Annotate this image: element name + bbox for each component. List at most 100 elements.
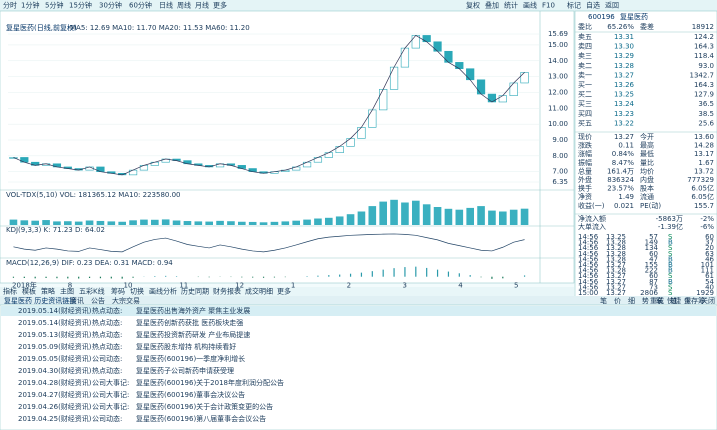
news-type[interactable]: 公司大事记:	[92, 390, 129, 399]
news-tab[interactable]: 大宗交易	[112, 296, 140, 305]
news-type[interactable]: 公司动态:	[92, 414, 122, 423]
news-title[interactable]: 复星医药(600196)第八届董事会会议公告	[136, 414, 266, 423]
stat-value: 13.60	[694, 133, 714, 141]
tab[interactable]: 主图	[60, 287, 74, 296]
period-button[interactable]: 更多	[213, 1, 227, 10]
tab[interactable]: 财务报表	[213, 287, 241, 296]
news-type[interactable]: 热点动态:	[92, 318, 122, 327]
period-button[interactable]: 周线	[177, 1, 191, 10]
news-date[interactable]: 2019.04.28(财经资讯)	[18, 378, 92, 387]
tick-button[interactable]: 价	[614, 297, 621, 305]
news-button[interactable]: 关闭	[701, 296, 715, 305]
news-date[interactable]: 2019.04.27(财经资讯)	[18, 390, 92, 399]
news-title[interactable]: 复星医药出售海外资产 聚焦主业发展	[136, 306, 250, 315]
news-title[interactable]: 复星医药创新药获批 医药板块走强	[136, 318, 243, 327]
book-price: 13.29	[614, 52, 634, 60]
tab[interactable]: 更多	[277, 287, 291, 296]
news-title[interactable]: 复星医药投资新药研发 产业布局提速	[136, 330, 250, 339]
tick-volume: 222	[645, 267, 658, 275]
tick-button[interactable]: 筹	[698, 296, 705, 305]
period-button[interactable]: 1分钟	[21, 1, 39, 10]
news-date[interactable]: 2019.05.13(财经资讯)	[18, 330, 92, 339]
news-type[interactable]: 公司动态:	[92, 354, 122, 363]
tick-time: 14:56	[578, 272, 599, 280]
candle	[20, 157, 29, 163]
tab[interactable]: 筹码	[111, 287, 125, 296]
tab[interactable]: 历史同期	[181, 287, 209, 296]
news-type[interactable]: 热点动态:	[92, 330, 122, 339]
period-button[interactable]: 60分钟	[129, 1, 152, 10]
news-tab[interactable]: 资讯	[70, 296, 84, 305]
volume-bar	[151, 219, 159, 225]
tab[interactable]: 五彩K线	[79, 287, 105, 296]
news-type[interactable]: 公司大事记:	[92, 378, 129, 387]
tab[interactable]: 画线分析	[149, 287, 177, 296]
tool-button[interactable]: 标记	[567, 1, 581, 10]
news-title[interactable]: 复星医药(600196)关于2018年度利润分配公告	[136, 378, 284, 387]
x-tick-label: 10	[124, 282, 133, 290]
tick-volume: 60	[649, 250, 658, 258]
tab[interactable]: 模板	[22, 287, 36, 296]
tool-button[interactable]: 画线	[523, 1, 537, 10]
news-date[interactable]: 2019.05.05(财经资讯)	[18, 354, 92, 363]
news-type[interactable]: 热点动态:	[92, 306, 122, 315]
period-button[interactable]: 日线	[159, 1, 173, 10]
tick-button[interactable]: 联	[656, 296, 663, 305]
tick-button[interactable]: 值	[670, 296, 677, 305]
news-tab[interactable]: 公告	[91, 296, 105, 305]
tool-button[interactable]: 叠加	[485, 1, 499, 10]
news-date[interactable]: 2019.05.09(财经资讯)	[18, 342, 92, 351]
tab[interactable]: 策略	[41, 287, 55, 296]
tick-button[interactable]: 细	[628, 296, 635, 305]
news-date[interactable]: 2019.05.14(财经资讯)	[18, 306, 92, 315]
period-button[interactable]: 5分钟	[45, 1, 63, 10]
news-date[interactable]: 2019.05.14(财经资讯)	[18, 318, 92, 327]
news-date[interactable]: 2019.04.30(财经资讯)	[18, 366, 92, 375]
news-title[interactable]: 复星医药(600196)一季度净利增长	[136, 354, 245, 363]
tab[interactable]: 指标	[3, 287, 17, 296]
candle	[444, 50, 453, 63]
stat-label: 现价	[578, 133, 592, 141]
period-button[interactable]: 月线	[195, 1, 209, 10]
book-price: 13.28	[614, 62, 634, 70]
tick-volume: 73	[649, 283, 658, 291]
candle	[476, 79, 486, 95]
tool-button[interactable]: 复权	[466, 1, 480, 10]
news-title[interactable]: 复星医药(600196)关于会计政策变更的公告	[136, 402, 273, 411]
tool-button[interactable]: 自选	[586, 1, 600, 10]
tool-button[interactable]: 统计	[504, 1, 518, 10]
tool-button[interactable]: F10	[542, 2, 555, 10]
news-type[interactable]: 热点动态:	[92, 342, 122, 351]
tick-time: 14:56	[578, 261, 599, 269]
news-type[interactable]: 公司大事记:	[92, 402, 129, 411]
period-button[interactable]: 分时	[3, 1, 17, 10]
tick-volume: 87	[649, 278, 658, 286]
tool-button[interactable]: 返回	[605, 2, 619, 10]
book-volume: 36.5	[698, 100, 714, 108]
period-button[interactable]: 15分钟	[69, 1, 92, 10]
tick-button[interactable]: 势	[642, 296, 649, 305]
tab[interactable]: 切换	[130, 287, 144, 296]
volume-bar	[96, 220, 105, 225]
news-type[interactable]: 热点动态:	[92, 366, 122, 375]
candle	[346, 138, 355, 147]
news-date[interactable]: 2019.04.26(财经资讯)	[18, 402, 92, 411]
tick-button[interactable]: 主	[684, 296, 691, 305]
news-title[interactable]: 复星医药(600196)董事会决议公告	[136, 390, 245, 399]
tab[interactable]: 成交明细	[245, 287, 273, 296]
tick-price: 13.28	[606, 239, 626, 247]
news-button[interactable]: 快捷	[667, 296, 681, 305]
news-title[interactable]: 复星医药子公司新药申请获受理	[136, 366, 234, 375]
volume-bar	[520, 208, 529, 225]
news-title[interactable]: 复星医药股东增持 机构持续看好	[136, 342, 236, 351]
tick-price: 13.27	[606, 278, 626, 286]
stat-label: 总量	[578, 166, 592, 175]
news-date[interactable]: 2019.04.25(财经资讯)	[18, 414, 92, 423]
news-button[interactable]: 保存	[684, 296, 698, 305]
close-line	[13, 34, 525, 176]
tick-button[interactable]: 笔	[600, 296, 607, 305]
tick-price: 13.27	[606, 283, 626, 291]
news-button[interactable]: 重载	[650, 296, 664, 305]
period-button[interactable]: 30分钟	[99, 1, 122, 10]
x-tick-label: 3	[402, 282, 406, 290]
